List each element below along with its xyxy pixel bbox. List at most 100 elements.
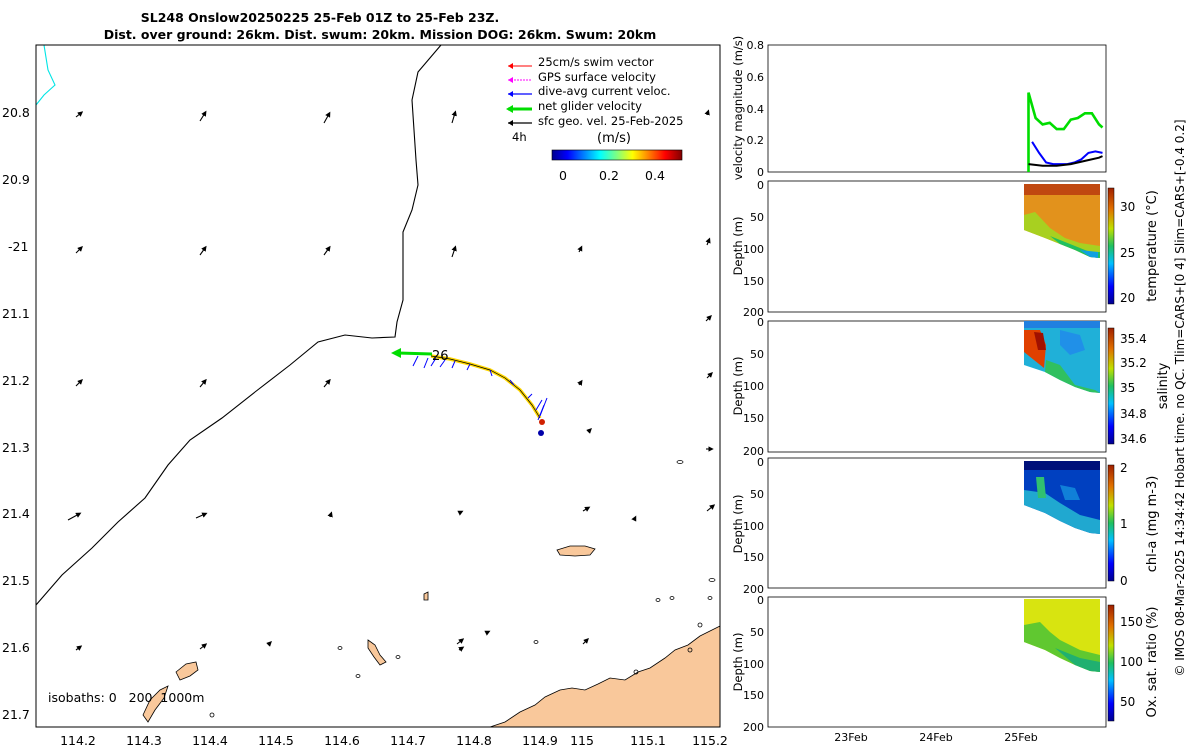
depth-tick: 0 xyxy=(757,594,764,607)
temperature-axes-frame xyxy=(767,180,1107,313)
map-colorbar-tick: 0.4 xyxy=(645,168,665,183)
depth-tick: 200 xyxy=(743,306,764,319)
map-panel: 26 114.2 114.3 114.4 114.5 114.6 114.7 1… xyxy=(2,44,728,748)
salinity-colorbar-ticks: 35.4 35.2 35 34.8 34.6 xyxy=(1120,332,1147,446)
chla-scatter xyxy=(1024,461,1100,534)
map-ytick: 21.2 xyxy=(2,373,30,388)
velocity-series-line-2 xyxy=(1028,155,1103,167)
islets xyxy=(209,460,716,718)
oxygen-axes-frame xyxy=(767,596,1107,728)
chla-depth-label: Depth (m) xyxy=(731,495,745,554)
map-title-line1: SL248 Onslow20250225 25-Feb 01Z to 25-Fe… xyxy=(140,10,500,25)
velocity-ylabel: velocity magnitude (m/s) xyxy=(731,36,745,181)
depth-tick: 50 xyxy=(750,211,764,224)
depth-tick: 50 xyxy=(750,626,764,639)
depth-tick: 100 xyxy=(743,380,764,393)
credit-text: © IMOS 08-Mar-2025 14:34:42 Hobart time.… xyxy=(1173,119,1187,676)
oxygen-cbar-tick: 100 xyxy=(1120,655,1143,669)
velocity-y-ticks: 0 0.2 0.4 0.6 0.8 xyxy=(747,39,765,179)
map-colorbar: (m/s) 0 0.2 0.4 xyxy=(551,131,683,183)
salinity-depth-label: Depth (m) xyxy=(731,357,745,416)
chla-panel: 0 50 100 150 200 Depth (m) 2 1 0 chl-a (… xyxy=(731,456,1160,596)
map-xtick: 114.2 xyxy=(60,733,96,748)
depth-tick: 50 xyxy=(750,348,764,361)
glider-current-position xyxy=(538,430,544,436)
chla-cbar-tick: 0 xyxy=(1120,574,1128,588)
oxygen-scatter xyxy=(1024,599,1100,672)
temperature-label: temperature (°C) xyxy=(1145,190,1160,302)
legend-gps-velocity: GPS surface velocity xyxy=(538,70,656,84)
scale-time-label: 4h xyxy=(512,130,527,144)
map-xtick: 115.1 xyxy=(630,733,666,748)
depth-tick: 150 xyxy=(743,412,764,425)
glider-track-outline xyxy=(430,355,541,419)
depth-tick: 0 xyxy=(757,179,764,192)
map-colorbar-tick: 0 xyxy=(559,168,567,183)
map-xtick: 114.8 xyxy=(456,733,492,748)
temperature-depth-label: Depth (m) xyxy=(731,217,745,276)
temperature-cbar-tick: 30 xyxy=(1120,200,1135,214)
chla-label: chl-a (mg m-3) xyxy=(1145,476,1160,573)
temperature-depth-ticks: 0 50 100 150 200 xyxy=(743,179,764,319)
velocity-ytick: 0.8 xyxy=(747,39,765,52)
map-xtick: 114.7 xyxy=(390,733,426,748)
chla-axes-frame xyxy=(767,457,1107,589)
oxygen-colorbar xyxy=(1107,604,1115,722)
isobath-line xyxy=(35,44,442,606)
depth-tick: 200 xyxy=(743,445,764,458)
map-xtick: 115 xyxy=(570,733,594,748)
oxygen-label: Ox. sat. ratio (%) xyxy=(1145,607,1160,718)
salinity-cbar-tick: 34.8 xyxy=(1120,407,1147,421)
chla-colorbar xyxy=(1107,464,1115,582)
map-xtick: 114.5 xyxy=(258,733,294,748)
chla-cbar-tick: 2 xyxy=(1120,461,1128,475)
map-xtick: 114.4 xyxy=(192,733,228,748)
salinity-cbar-tick: 35.2 xyxy=(1120,356,1147,370)
map-xtick: 114.3 xyxy=(126,733,162,748)
velocity-series xyxy=(1027,92,1104,172)
salinity-axes-frame xyxy=(767,320,1107,453)
salinity-label: salinity xyxy=(1156,362,1171,409)
salinity-cbar-tick: 34.6 xyxy=(1120,432,1147,446)
velocity-ytick: 0.4 xyxy=(747,103,765,116)
chla-depth-ticks: 0 50 100 150 200 xyxy=(743,456,764,596)
temperature-colorbar-ticks: 30 25 20 xyxy=(1120,200,1135,305)
glider-end-marker xyxy=(539,419,545,425)
velocity-ytick: 0 xyxy=(757,166,764,179)
depth-tick: 200 xyxy=(743,583,764,596)
time-tick: 25Feb xyxy=(1004,731,1037,744)
salinity-scatter xyxy=(1024,321,1100,393)
chla-colorbar-ticks: 2 1 0 xyxy=(1120,461,1128,588)
map-ytick: 21.6 xyxy=(2,640,30,655)
depth-tick: 150 xyxy=(743,275,764,288)
velocity-ytick: 0.6 xyxy=(747,71,765,84)
depth-tick: 0 xyxy=(757,316,764,329)
velocity-axes-frame xyxy=(767,44,1107,173)
map-ytick: -21 xyxy=(8,239,28,254)
legend-net-glider-velocity: net glider velocity xyxy=(538,99,642,113)
island-5 xyxy=(423,591,429,601)
dive-avg-current-vectors xyxy=(412,355,548,421)
legend-dive-avg-current: dive-avg current veloc. xyxy=(538,84,671,98)
velocity-ytick: 0.2 xyxy=(747,134,765,147)
chla-cbar-tick: 1 xyxy=(1120,517,1128,531)
net-glider-velocity-arrowhead xyxy=(391,348,401,358)
map-ytick: 20.8 xyxy=(2,105,30,120)
oxygen-panel: 0 50 100 150 200 Depth (m) 150 100 50 Ox… xyxy=(731,594,1160,734)
map-legend: 25cm/s swim vector GPS surface velocity … xyxy=(506,55,684,144)
map-axes-frame xyxy=(35,44,721,728)
salinity-depth-ticks: 0 50 100 150 200 xyxy=(743,316,764,458)
depth-tick: 150 xyxy=(743,689,764,702)
island-1 xyxy=(556,545,596,557)
map-ytick: 21.1 xyxy=(2,306,30,321)
salinity-cbar-tick: 35.4 xyxy=(1120,332,1147,346)
island-4 xyxy=(142,685,169,723)
time-tick: 24Feb xyxy=(919,731,952,744)
depth-tick: 100 xyxy=(743,520,764,533)
oxygen-depth-ticks: 0 50 100 150 200 xyxy=(743,594,764,734)
sfc-geo-vectors xyxy=(67,109,716,652)
oxygen-colorbar-ticks: 150 100 50 xyxy=(1120,615,1143,709)
depth-tick: 0 xyxy=(757,456,764,469)
map-ytick: 21.5 xyxy=(2,573,30,588)
